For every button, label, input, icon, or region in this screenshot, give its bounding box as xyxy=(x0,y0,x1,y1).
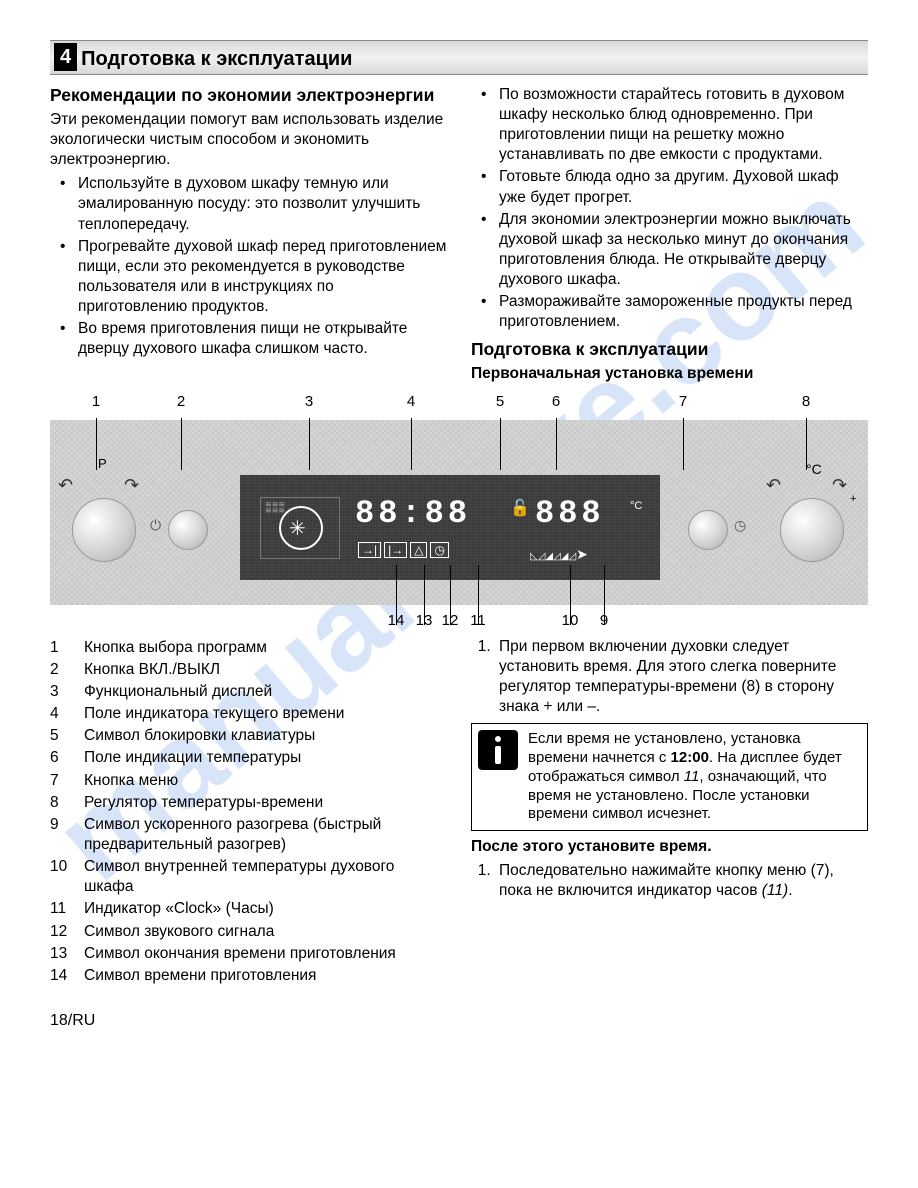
program-knob xyxy=(72,498,136,562)
marker-label: 2 xyxy=(171,392,191,412)
step-list-2: Последовательно нажимайте кнопку меню (7… xyxy=(471,861,868,901)
power-button xyxy=(168,510,208,550)
section-number: 4 xyxy=(54,43,77,71)
diagram-bottom-markers: 14131211109 xyxy=(50,609,868,635)
section-title: Подготовка к эксплуатации xyxy=(81,48,352,70)
right-subheading2: Первоначальная установка времени xyxy=(471,364,868,384)
left-intro: Эти рекомендации помогут вам использоват… xyxy=(50,110,447,170)
legend-row: 3Функциональный дисплей xyxy=(50,681,447,703)
page-number: 18/RU xyxy=(50,1011,868,1032)
cook-time-icon: →| xyxy=(358,542,381,558)
right-bullets: По возможности старайтесь готовить в дух… xyxy=(471,85,868,333)
fan-blades-icon: ✳ xyxy=(289,516,306,542)
plus-icon: + xyxy=(850,492,856,506)
marker-label: 12 xyxy=(435,611,465,631)
temp-unit: °C xyxy=(630,499,642,513)
legend-row: 12Символ звукового сигнала xyxy=(50,921,447,943)
marker-label: 6 xyxy=(546,392,566,412)
step-2: Последовательно нажимайте кнопку меню (7… xyxy=(495,861,868,901)
indicator-icons-row: →||→△◷ xyxy=(358,540,452,558)
temp-time-knob xyxy=(780,498,844,562)
legend-row: 14Символ времени приготовления xyxy=(50,965,447,987)
legend-row: 9Символ ускоренного разогрева (быстрый п… xyxy=(50,814,447,856)
function-display: ≋≋≋≋≋≋ ✳ xyxy=(260,497,340,559)
marker-label: 4 xyxy=(401,392,421,412)
right-heading2: Подготовка к эксплуатации xyxy=(471,339,868,360)
left-heading: Рекомендации по экономии электроэнергии xyxy=(50,85,447,106)
clock-button-icon: ◷ xyxy=(734,516,746,534)
legend-table: 1Кнопка выбора программ2Кнопка ВКЛ./ВЫКЛ… xyxy=(50,637,447,987)
marker-label: 3 xyxy=(299,392,319,412)
rotate-arrow-icon: ↶ xyxy=(766,474,781,497)
legend-row: 6Поле индикации температуры xyxy=(50,747,447,769)
program-letter-icon: P xyxy=(98,456,107,473)
step-list-1: При первом включении духовки следует уст… xyxy=(471,637,868,718)
end-time-icon: |→ xyxy=(384,542,407,558)
legend-row: 5Символ блокировки клавиатуры xyxy=(50,725,447,747)
legend-row: 7Кнопка меню xyxy=(50,770,447,792)
temp-display: 888 xyxy=(535,493,605,535)
legend-row: 10Символ внутренней температуры духового… xyxy=(50,856,447,898)
alarm-icon: △ xyxy=(410,542,427,558)
bullet-item: Размораживайте замороженные продукты пер… xyxy=(471,292,868,332)
after-heading: После этого установите время. xyxy=(471,837,868,857)
time-display: 88:88 xyxy=(355,493,471,535)
bullet-item: Готовьте блюда одно за другим. Духовой ш… xyxy=(471,167,868,207)
legend-row: 4Поле индикатора текущего времени xyxy=(50,703,447,725)
marker-label: 11 xyxy=(463,611,493,631)
clock-icon: ◷ xyxy=(430,542,448,558)
marker-label: 8 xyxy=(796,392,816,412)
preheat-bar-icon: ◺◿◢◿◢◿➤ xyxy=(530,545,588,563)
control-panel-diagram: ↶ ↷ P ⏻ ≋≋≋≋≋≋ ✳ 88:88 🔓 888 °C →||→△◷ ◺… xyxy=(50,420,868,605)
legend-row: 11Индикатор «Clock» (Часы) xyxy=(50,898,447,920)
info-text: Если время не установлено, установка вре… xyxy=(528,730,842,822)
bullet-item: Для экономии электроэнергии можно выключ… xyxy=(471,210,868,291)
diagram-top-markers: 1 2 3 4 5 6 7 8 xyxy=(50,392,868,414)
power-icon: ⏻ xyxy=(150,516,161,534)
info-icon xyxy=(478,730,518,770)
marker-label: 1 xyxy=(86,392,106,412)
rotate-arrow-icon: ↶ xyxy=(58,474,73,497)
marker-label: 7 xyxy=(673,392,693,412)
bullet-item: Во время приготовления пищи не открывайт… xyxy=(50,319,447,359)
legend-row: 8Регулятор температуры-времени xyxy=(50,792,447,814)
key-lock-icon: 🔓 xyxy=(510,499,530,520)
step-1: При первом включении духовки следует уст… xyxy=(495,637,868,718)
info-box: Если время не установлено, установка вре… xyxy=(471,723,868,831)
bullet-item: Используйте в духовом шкафу темную или э… xyxy=(50,174,447,234)
marker-label: 5 xyxy=(490,392,510,412)
rotate-arrow-icon: ↷ xyxy=(124,474,139,497)
legend-row: 1Кнопка выбора программ xyxy=(50,637,447,659)
marker-label: 14 xyxy=(381,611,411,631)
left-bullets: Используйте в духовом шкафу темную или э… xyxy=(50,174,447,359)
legend-row: 13Символ окончания времени приготовления xyxy=(50,943,447,965)
marker-label: 9 xyxy=(589,611,619,631)
marker-label: 10 xyxy=(555,611,585,631)
rotate-arrow-icon: ↷ xyxy=(832,474,847,497)
heat-lines-icon: ≋≋≋≋≋≋ xyxy=(265,502,285,514)
bullet-item: По возможности старайтесь готовить в дух… xyxy=(471,85,868,166)
bullet-item: Прогревайте духовой шкаф перед приготовл… xyxy=(50,237,447,318)
legend-row: 2Кнопка ВКЛ./ВЫКЛ xyxy=(50,659,447,681)
menu-button xyxy=(688,510,728,550)
section-header: 4Подготовка к эксплуатации xyxy=(50,40,868,75)
temp-degree-icon: °C xyxy=(806,460,822,478)
